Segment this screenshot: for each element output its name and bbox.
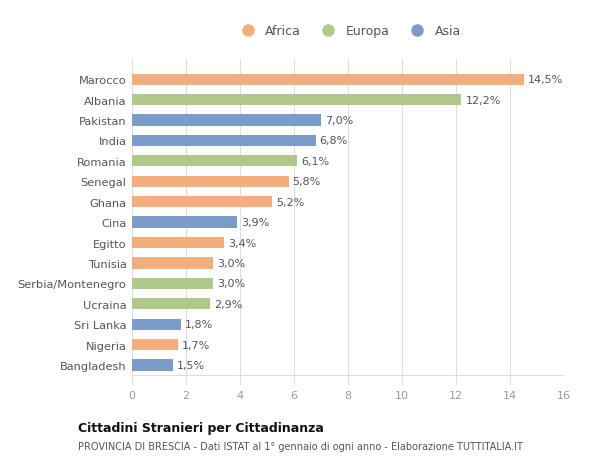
Bar — [132, 298, 211, 310]
Bar — [132, 156, 296, 167]
Bar — [132, 196, 272, 208]
Text: 7,0%: 7,0% — [325, 116, 353, 126]
Text: 12,2%: 12,2% — [466, 95, 501, 106]
Bar — [132, 278, 213, 289]
Text: PROVINCIA DI BRESCIA - Dati ISTAT al 1° gennaio di ogni anno - Elaborazione TUTT: PROVINCIA DI BRESCIA - Dati ISTAT al 1° … — [78, 441, 523, 451]
Bar — [132, 319, 181, 330]
Text: 14,5%: 14,5% — [527, 75, 563, 85]
Text: 3,4%: 3,4% — [228, 238, 256, 248]
Bar — [132, 339, 178, 350]
Text: 1,7%: 1,7% — [182, 340, 210, 350]
Bar — [132, 217, 238, 228]
Text: 2,9%: 2,9% — [214, 299, 243, 309]
Bar — [132, 359, 173, 371]
Bar — [132, 95, 461, 106]
Text: 1,8%: 1,8% — [185, 319, 213, 330]
Text: 3,9%: 3,9% — [241, 218, 269, 228]
Bar — [132, 135, 316, 147]
Text: 5,2%: 5,2% — [277, 197, 305, 207]
Bar — [132, 258, 213, 269]
Text: 5,8%: 5,8% — [293, 177, 321, 187]
Text: 6,1%: 6,1% — [301, 157, 329, 167]
Text: 6,8%: 6,8% — [320, 136, 348, 146]
Bar — [132, 74, 523, 86]
Text: Cittadini Stranieri per Cittadinanza: Cittadini Stranieri per Cittadinanza — [78, 421, 324, 434]
Legend: Africa, Europa, Asia: Africa, Europa, Asia — [230, 20, 466, 43]
Bar — [132, 237, 224, 249]
Bar — [132, 115, 321, 126]
Text: 3,0%: 3,0% — [217, 279, 245, 289]
Bar — [132, 176, 289, 187]
Text: 1,5%: 1,5% — [176, 360, 205, 370]
Text: 3,0%: 3,0% — [217, 258, 245, 269]
